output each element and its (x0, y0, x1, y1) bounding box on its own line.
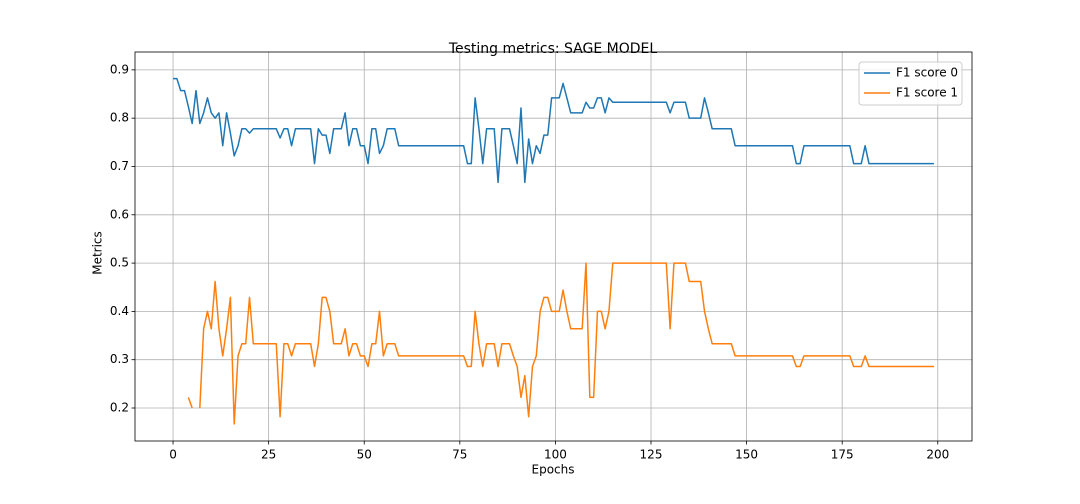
x-tick-label: 100 (544, 448, 567, 462)
y-tick-label: 0.6 (110, 207, 129, 221)
x-tick-label: 50 (357, 448, 372, 462)
x-tick-label: 175 (831, 448, 854, 462)
x-tick-label: 125 (640, 448, 663, 462)
y-axis-label: Metrics (91, 231, 105, 275)
y-tick-label: 0.3 (110, 352, 129, 366)
y-tick-label: 0.5 (110, 256, 129, 270)
x-tick-label: 200 (926, 448, 949, 462)
y-tick-label: 0.4 (110, 304, 129, 318)
x-tick-label: 25 (261, 448, 276, 462)
legend-label: F1 score 1 (896, 86, 958, 100)
y-tick-label: 0.2 (110, 401, 129, 415)
y-tick-label: 0.8 (110, 111, 129, 125)
axes-frame (134, 51, 973, 442)
y-tick-label: 0.7 (110, 159, 129, 173)
x-axis-label: Epochs (532, 463, 575, 477)
legend: F1 score 0 F1 score 1 (858, 61, 963, 106)
series-line (173, 77, 934, 184)
x-tick-label: 0 (169, 448, 177, 462)
chart-title: Testing metrics: SAGE MODEL (448, 41, 658, 57)
series-line (187, 262, 934, 425)
x-tick-label: 75 (452, 448, 467, 462)
y-tick-label: 0.9 (110, 62, 129, 76)
legend-label: F1 score 0 (896, 66, 958, 80)
x-tick-label: 150 (735, 448, 758, 462)
